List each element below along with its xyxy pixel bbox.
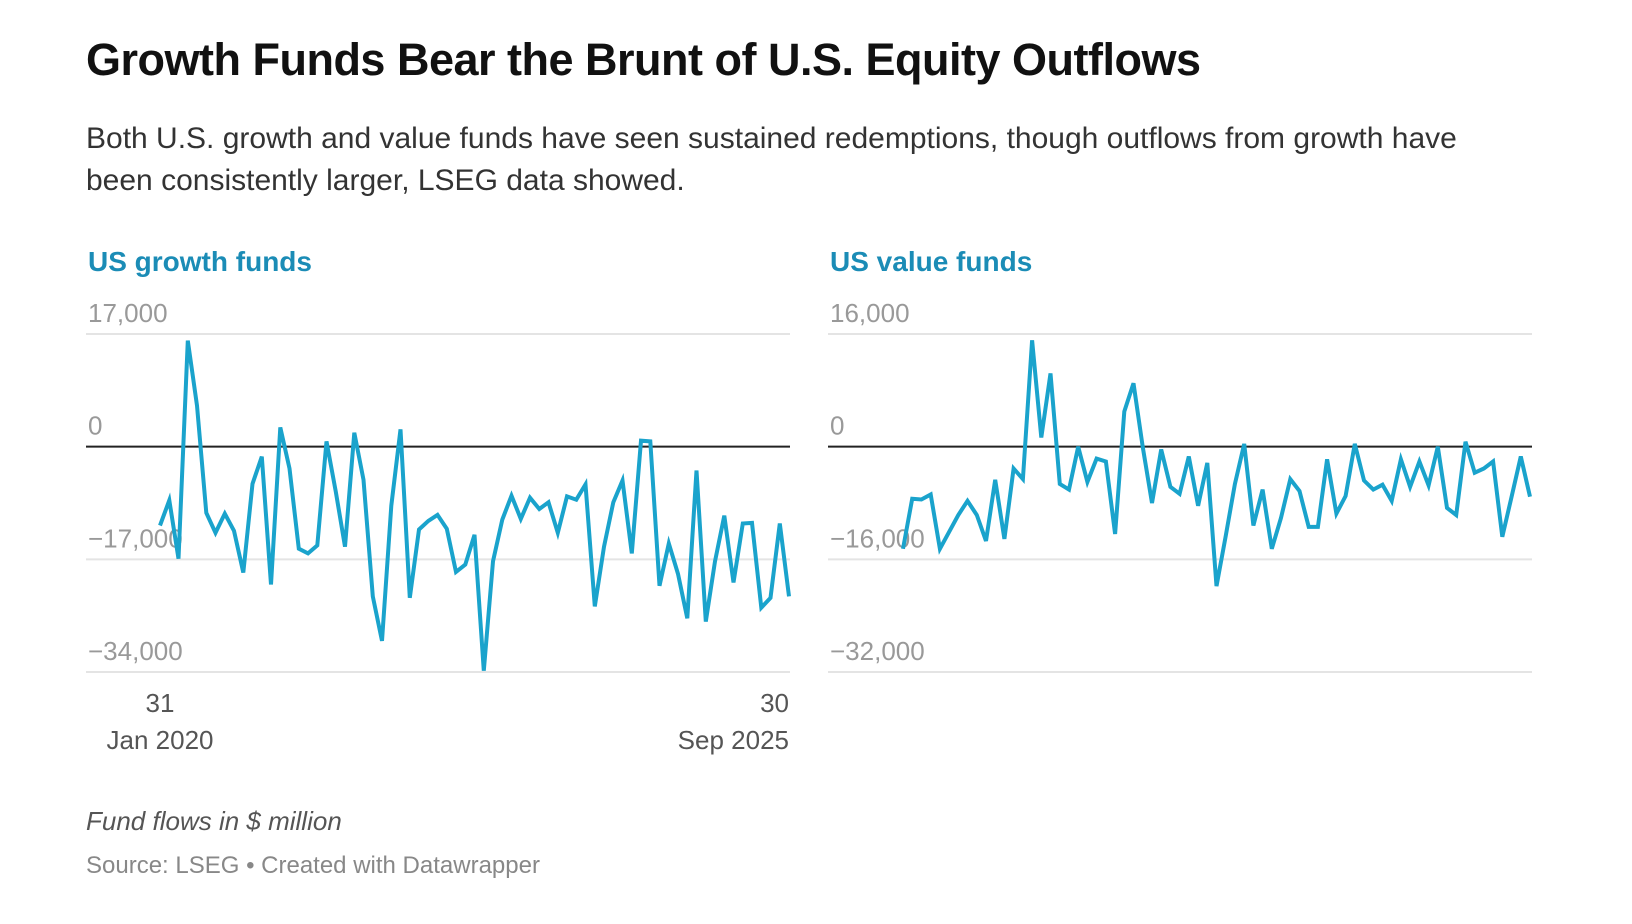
value-panel-title: US value funds <box>830 246 1033 277</box>
value-funds-chart: 16,000 0 −16,000 −32,000 <box>828 298 1532 673</box>
y-tick-label: 16,000 <box>830 298 910 328</box>
chart-title: Growth Funds Bear the Brunt of U.S. Equi… <box>86 34 1201 85</box>
chart-subtitle: Both U.S. growth and value funds have se… <box>86 122 1457 197</box>
y-tick-label: 0 <box>830 411 844 441</box>
series-line <box>901 340 1532 587</box>
value-funds-panel: US value funds 16,000 0 −16,000 −32,000 <box>826 240 1532 760</box>
y-tick-label: −17,000 <box>88 523 183 553</box>
y-tick-label: −32,000 <box>830 636 925 666</box>
y-tick-label: −34,000 <box>88 636 183 666</box>
growth-panel-title: US growth funds <box>88 246 312 277</box>
series-line <box>158 340 791 671</box>
units-note: Fund flows in $ million <box>86 806 342 836</box>
y-tick-label: 0 <box>88 411 102 441</box>
x-tick-label-end-day: 30 <box>760 688 789 718</box>
x-tick-label-start-day: 31 <box>146 688 175 718</box>
y-tick-label: −16,000 <box>830 523 925 553</box>
x-tick-label-start-month: Jan 2020 <box>107 725 214 755</box>
growth-funds-chart: 17,000 0 −17,000 −34,000 31 Jan 2020 30 Sep 202… <box>86 298 791 755</box>
growth-funds-panel: US growth funds 17,000 0 −17,000 −34,000 31 J… <box>84 240 791 760</box>
source-credit: Source: LSEG • Created with Datawrapper <box>86 852 540 879</box>
x-tick-label-end-month: Sep 2025 <box>678 725 789 755</box>
y-tick-label: 17,000 <box>88 298 168 328</box>
